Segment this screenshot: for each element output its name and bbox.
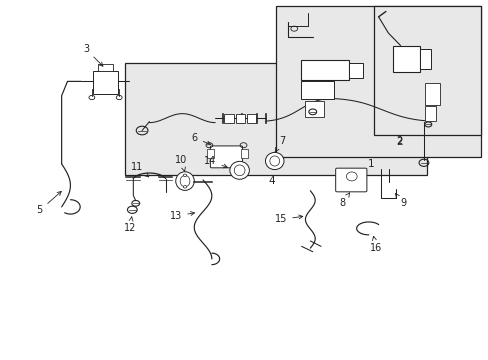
Bar xyxy=(206,149,214,158)
Bar xyxy=(125,63,427,175)
Bar xyxy=(276,6,480,157)
Text: 7: 7 xyxy=(275,136,285,152)
Bar xyxy=(241,149,248,158)
FancyBboxPatch shape xyxy=(210,146,242,168)
Ellipse shape xyxy=(183,174,186,177)
Ellipse shape xyxy=(229,161,249,179)
Bar xyxy=(236,114,244,123)
Text: 16: 16 xyxy=(369,236,382,253)
Text: 2: 2 xyxy=(395,137,402,147)
Bar xyxy=(424,83,439,105)
Text: 12: 12 xyxy=(123,217,136,233)
Bar xyxy=(246,114,255,123)
Bar xyxy=(424,107,435,121)
Ellipse shape xyxy=(175,172,194,190)
Ellipse shape xyxy=(180,175,189,187)
Text: 8: 8 xyxy=(338,193,349,208)
Text: 15: 15 xyxy=(274,215,302,224)
Text: 10: 10 xyxy=(175,155,187,171)
Bar xyxy=(93,71,118,94)
Text: 3: 3 xyxy=(83,44,102,66)
Bar xyxy=(305,101,324,117)
Text: 1: 1 xyxy=(367,159,374,169)
Ellipse shape xyxy=(234,165,244,176)
Text: 6: 6 xyxy=(191,133,210,145)
Bar xyxy=(223,114,234,123)
Ellipse shape xyxy=(265,152,284,170)
Ellipse shape xyxy=(183,185,186,188)
Ellipse shape xyxy=(269,156,279,166)
Text: 2: 2 xyxy=(396,136,402,146)
Bar xyxy=(98,64,113,71)
Text: 4: 4 xyxy=(267,176,274,186)
Bar xyxy=(300,81,333,99)
Text: 11: 11 xyxy=(131,162,148,177)
Bar xyxy=(300,60,348,80)
Bar xyxy=(392,45,419,72)
Bar xyxy=(373,6,480,135)
Bar xyxy=(419,49,430,69)
Ellipse shape xyxy=(346,172,356,181)
Text: 9: 9 xyxy=(394,193,405,208)
Text: 13: 13 xyxy=(170,211,194,221)
FancyBboxPatch shape xyxy=(335,168,366,192)
Text: 5: 5 xyxy=(37,192,61,216)
Text: 14: 14 xyxy=(204,156,227,168)
Bar xyxy=(348,63,362,78)
